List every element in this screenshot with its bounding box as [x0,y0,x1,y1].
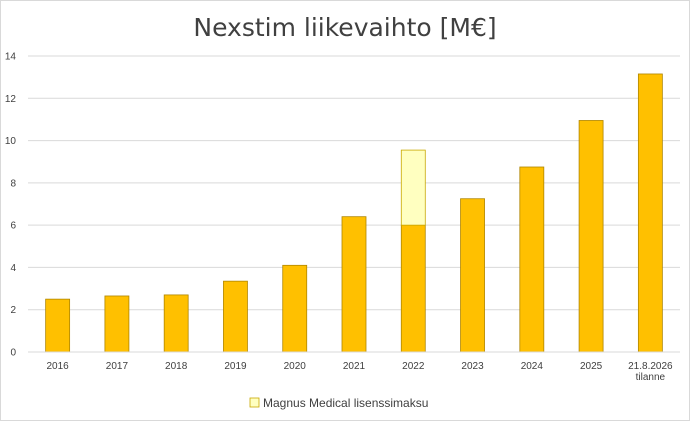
x-tick-label: 2019 [224,361,247,372]
bar-revenue [45,298,71,353]
x-tick-label: 2017 [106,361,129,372]
bar-revenue [104,295,130,353]
y-tick-label: 12 [5,94,17,105]
x-tick-label: 2021 [343,361,366,372]
x-tick-label: 2018 [165,361,188,372]
y-tick-label: 0 [10,348,16,359]
x-tick-label: 21.8.2026 [628,361,673,372]
x-tick-label: 2025 [580,361,603,372]
bar-revenue [637,73,663,353]
x-axis-ticks: 2016 2017 2018 2019 2020 2021 2022 2023 2024 2025… [47,361,674,383]
y-tick-label: 14 [5,52,17,63]
bar-revenue [460,198,485,353]
bar-revenue [341,216,367,353]
bar-revenue [163,294,189,353]
legend-swatch [249,397,260,408]
bar-license-fee [400,149,426,226]
bar-revenue [578,120,604,353]
bar-revenue [223,280,248,353]
bars [45,73,663,353]
y-tick-label: 2 [10,305,16,316]
gridlines [28,55,680,311]
chart-title: Nexstim liikevaihto [M€] [193,13,496,42]
legend-label: Magnus Medical lisenssimaksu [263,396,428,410]
legend: Magnus Medical lisenssimaksu [249,396,428,410]
y-tick-label: 8 [10,178,16,189]
bar-revenue [282,264,308,353]
x-tick-label: 2016 [47,361,70,372]
x-tick-label: tilanne [636,372,666,383]
y-tick-label: 6 [10,221,16,232]
bar-revenue [519,166,545,353]
bar-revenue [400,224,426,353]
y-axis-ticks: 0 2 4 6 8 10 12 14 [5,52,17,359]
x-tick-label: 2024 [521,361,544,372]
y-tick-label: 4 [10,263,16,274]
x-tick-label: 2023 [461,361,484,372]
y-tick-label: 10 [5,136,17,147]
x-tick-label: 2022 [402,361,425,372]
x-tick-label: 2020 [284,361,307,372]
